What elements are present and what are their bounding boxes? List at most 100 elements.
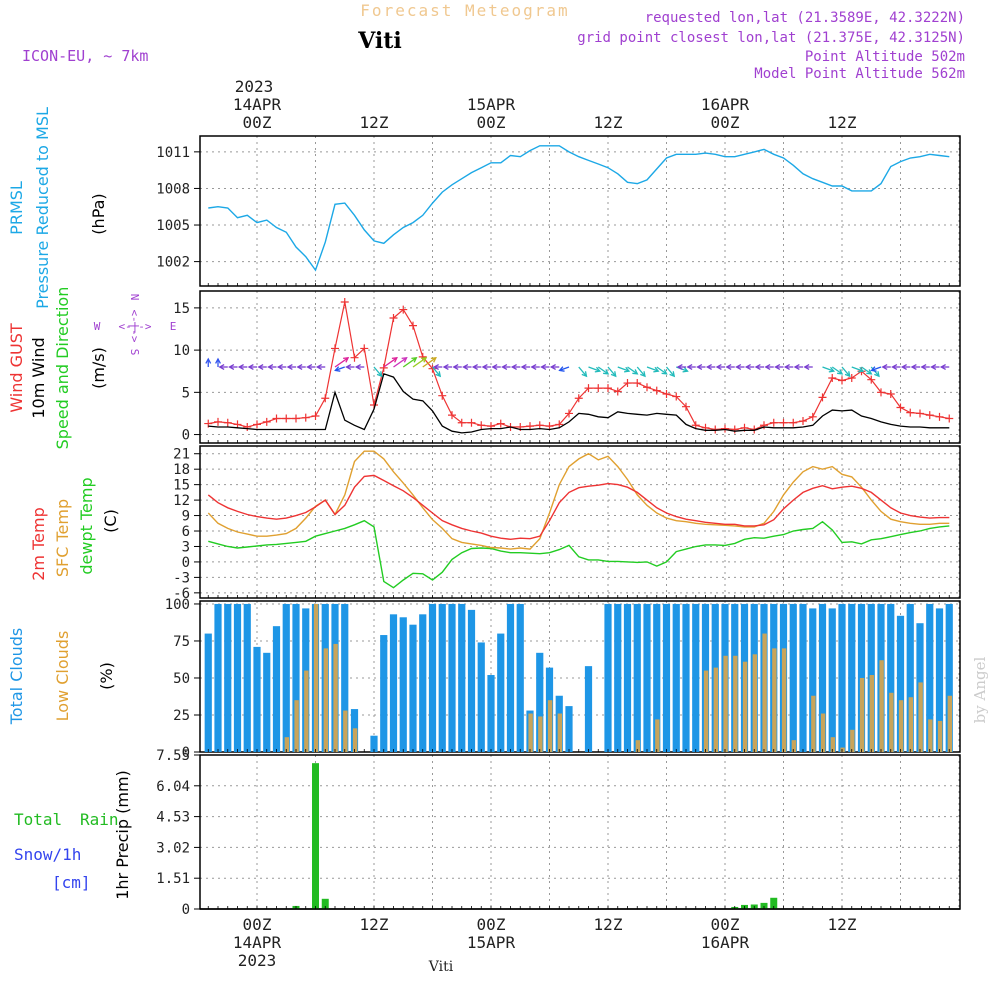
total-cloud-bar xyxy=(614,603,622,752)
pressure-line xyxy=(208,145,950,272)
gust-marker xyxy=(311,411,320,420)
total-cloud-bar xyxy=(828,608,836,752)
arrow-head xyxy=(205,357,212,364)
arrow-shaft xyxy=(393,357,407,368)
precip-legend-unit: [cm] xyxy=(52,873,91,892)
arrow-shaft xyxy=(656,366,667,375)
arrow-head xyxy=(725,364,732,370)
wind-direction-arrow xyxy=(462,364,472,370)
total-cloud-bar xyxy=(906,603,914,752)
total-cloud-bar xyxy=(399,617,407,752)
gust-marker xyxy=(838,376,846,385)
y-tick-label: 0 xyxy=(182,745,190,761)
arrow-head xyxy=(530,364,537,370)
wind-direction-arrow xyxy=(393,357,408,368)
arrow-shaft xyxy=(831,366,843,375)
arrow-shaft xyxy=(412,357,427,368)
wind-direction-arrow xyxy=(247,364,257,370)
wind-direction-arrow xyxy=(646,366,660,373)
compass-e: E xyxy=(170,320,177,333)
gust-marker xyxy=(799,417,807,426)
arrow-head xyxy=(267,364,274,370)
arrow-head xyxy=(610,371,617,378)
top-time-label: 15APR xyxy=(467,95,516,114)
panel-frame xyxy=(199,600,961,753)
wind-direction-arrow xyxy=(237,364,248,370)
arrow-head xyxy=(774,364,781,370)
low-cloud-bar xyxy=(742,661,748,752)
y-tick-label: 15 xyxy=(173,478,190,494)
total-cloud-bar xyxy=(409,624,417,752)
total-cloud-bar xyxy=(272,626,281,752)
wind-direction-arrow xyxy=(432,366,442,378)
arrow-head xyxy=(669,371,676,378)
arrow-head xyxy=(939,364,946,370)
bottom-time-label: 14APR xyxy=(233,933,282,952)
low-cloud-bar xyxy=(850,729,855,752)
wind-direction-arrow xyxy=(296,364,306,370)
wind-direction-arrow xyxy=(510,364,521,370)
gust-marker xyxy=(438,391,447,400)
gust-marker xyxy=(565,409,573,418)
panel-side-labels: PRMSL Pressure Reduced to MSL (hPa) Wind GU… xyxy=(7,107,132,900)
arrow-head xyxy=(376,371,383,378)
low-cloud-bar xyxy=(352,728,358,752)
low-cloud-bar xyxy=(879,660,884,752)
gust-marker xyxy=(808,412,817,421)
low-cloud-bar xyxy=(772,648,777,752)
arrow-shaft xyxy=(841,366,851,377)
total-cloud-bar xyxy=(419,614,427,752)
gust-marker xyxy=(730,425,739,434)
low-cloud-bar xyxy=(898,700,904,752)
arrow-head xyxy=(857,366,865,373)
wind-direction-arrow xyxy=(939,364,950,370)
wind-direction-arrow xyxy=(412,357,428,368)
total-cloud-bar xyxy=(380,635,388,752)
gust-marker xyxy=(643,383,651,392)
wind-direction-arrow xyxy=(530,364,540,370)
gust-marker xyxy=(662,390,671,399)
gust-marker xyxy=(282,414,291,423)
arrow-head xyxy=(623,366,631,373)
arrow-head xyxy=(343,357,350,363)
pressure-panel: 1002 1005 1008 1011 xyxy=(156,135,961,287)
arrow-head xyxy=(828,366,836,373)
pressure-label-short: PRMSL xyxy=(7,181,26,235)
arrow-head xyxy=(783,364,790,370)
compass-w: W xyxy=(94,320,101,333)
header-title: Forecast Meteogram xyxy=(360,1,569,20)
arrow-shaft xyxy=(861,366,872,375)
precip-legend-rain: Rain xyxy=(80,810,119,829)
bottom-time-label: 12Z xyxy=(594,915,623,934)
gust-marker xyxy=(526,422,534,431)
total-cloud-bar xyxy=(487,675,495,752)
y-tick-label: 12 xyxy=(173,493,190,509)
low-cloud-bar xyxy=(869,675,875,752)
wind-direction-arrow xyxy=(774,364,784,370)
low-cloud-bar xyxy=(762,633,767,752)
wind-direction-arrow xyxy=(452,364,462,370)
low-cloud-bar xyxy=(343,710,348,752)
arrow-head xyxy=(715,364,722,370)
arrow-head xyxy=(793,364,800,370)
top-time-label: 12Z xyxy=(594,113,623,132)
gust-marker xyxy=(496,419,505,428)
wind-direction-arrow xyxy=(334,366,345,372)
low-cloud-bar xyxy=(723,655,728,752)
arrow-head xyxy=(276,364,283,370)
top-time-label: 14APR xyxy=(233,95,282,114)
total-cloud-bar xyxy=(506,603,515,752)
bottom-time-label: 00Z xyxy=(243,915,272,934)
arrow-shaft xyxy=(335,366,345,372)
total-cloud-bar xyxy=(857,603,866,752)
gust-marker xyxy=(340,297,349,306)
low-cloud-bar xyxy=(323,648,329,752)
total-cloud-bar xyxy=(204,633,212,752)
gust-marker xyxy=(779,418,788,427)
low-cloud-bar xyxy=(830,737,836,752)
total-cloud-bar xyxy=(233,603,242,752)
y-tick-label: 10 xyxy=(173,343,190,359)
total-cloud-bar xyxy=(282,603,290,752)
